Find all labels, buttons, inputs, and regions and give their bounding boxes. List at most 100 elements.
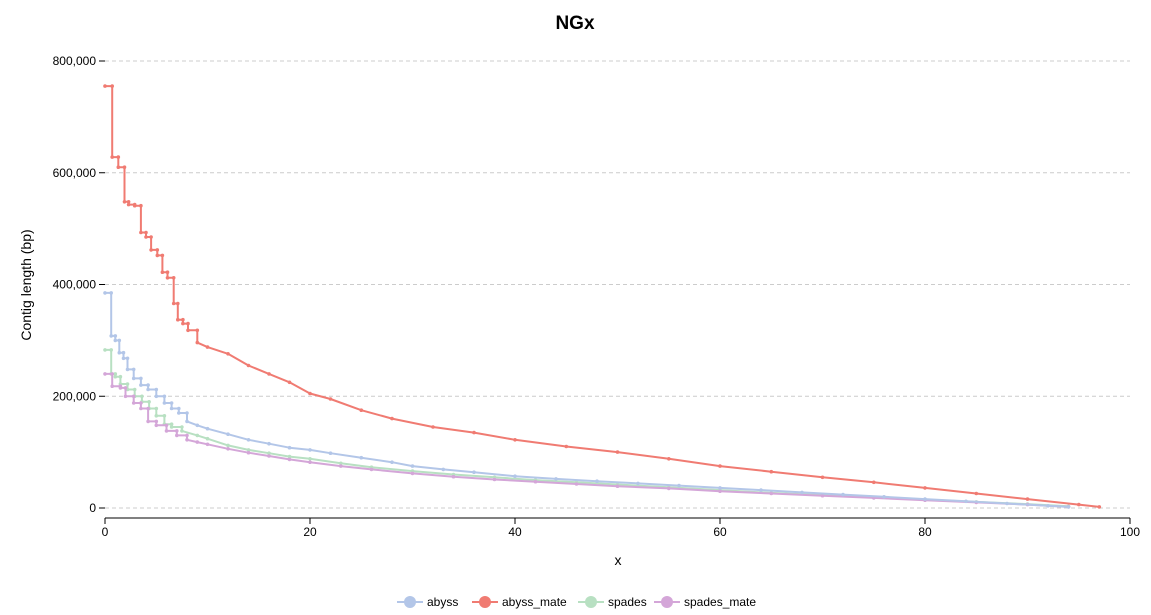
data-point-abyss bbox=[246, 438, 251, 442]
data-point-spades bbox=[109, 348, 113, 352]
data-point-spades_mate bbox=[205, 442, 210, 447]
data-point-abyss_mate bbox=[186, 321, 190, 326]
data-point-abyss_mate bbox=[144, 230, 148, 235]
data-point-spades_mate bbox=[164, 423, 169, 428]
data-point-abyss bbox=[169, 401, 174, 405]
data-point-spades_mate bbox=[718, 489, 722, 494]
x-tick-label: 40 bbox=[508, 525, 522, 539]
data-point-abyss bbox=[1046, 504, 1050, 508]
data-point-spades_mate bbox=[492, 477, 497, 482]
data-point-abyss bbox=[103, 291, 107, 295]
data-point-spades_mate bbox=[131, 394, 136, 399]
data-point-spades bbox=[180, 429, 184, 433]
data-point-abyss_mate bbox=[267, 372, 271, 376]
data-point-abyss_mate bbox=[195, 340, 200, 345]
data-point-spades bbox=[113, 374, 118, 379]
data-point-spades_mate bbox=[185, 433, 189, 438]
legend-item-abyss[interactable]: abyss bbox=[397, 595, 458, 609]
data-point-spades bbox=[125, 382, 130, 386]
legend-label: spades bbox=[608, 595, 647, 609]
data-point-abyss_mate bbox=[513, 438, 517, 442]
y-axis-ticks: 0 200,000 400,000 600,000 800,000 bbox=[53, 54, 105, 515]
data-point-abyss bbox=[841, 492, 845, 497]
data-point-spades_mate bbox=[146, 419, 150, 424]
data-point-spades bbox=[180, 425, 184, 429]
data-point-abyss bbox=[185, 419, 189, 424]
data-point-abyss bbox=[308, 448, 312, 452]
series-line-abyss_mate bbox=[105, 85, 1100, 508]
data-point-abyss_mate bbox=[116, 155, 121, 159]
data-point-abyss bbox=[287, 445, 292, 450]
data-point-spades bbox=[287, 454, 292, 459]
data-point-spades bbox=[226, 443, 230, 448]
data-point-abyss_mate bbox=[139, 203, 143, 208]
data-point-abyss_mate bbox=[431, 425, 435, 429]
y-tick-label: 800,000 bbox=[53, 54, 97, 68]
x-tick-label: 0 bbox=[102, 525, 109, 539]
data-point-abyss bbox=[554, 477, 558, 481]
data-point-spades_mate bbox=[533, 479, 538, 484]
data-point-abyss_mate bbox=[160, 253, 165, 258]
data-point-spades bbox=[205, 436, 210, 441]
data-point-spades_mate bbox=[369, 467, 374, 472]
data-point-spades_mate bbox=[123, 394, 128, 399]
series-spades_mate bbox=[103, 372, 1071, 509]
data-point-abyss bbox=[964, 499, 968, 504]
data-point-spades bbox=[154, 406, 159, 411]
data-point-spades_mate bbox=[339, 464, 343, 468]
data-point-abyss bbox=[121, 356, 126, 361]
data-point-abyss bbox=[113, 338, 118, 343]
data-point-abyss bbox=[882, 495, 886, 499]
data-point-spades bbox=[140, 394, 144, 399]
data-point-abyss bbox=[267, 441, 271, 446]
legend-swatch-marker bbox=[661, 596, 673, 608]
legend: abyss abyss_mate spades spades_mate bbox=[397, 595, 756, 609]
data-point-abyss_mate bbox=[328, 397, 333, 401]
data-point-abyss bbox=[117, 350, 122, 355]
legend-item-abyss_mate[interactable]: abyss_mate bbox=[472, 595, 567, 609]
data-point-abyss_mate bbox=[820, 475, 825, 480]
data-point-abyss_mate bbox=[1077, 502, 1081, 507]
data-point-abyss bbox=[169, 406, 174, 411]
data-point-abyss bbox=[513, 474, 517, 479]
legend-item-spades_mate[interactable]: spades_mate bbox=[654, 595, 756, 609]
data-point-abyss bbox=[800, 490, 804, 495]
data-point-abyss_mate bbox=[116, 165, 121, 169]
x-tick-label: 60 bbox=[713, 525, 727, 539]
data-point-spades bbox=[154, 414, 159, 418]
data-point-spades_mate bbox=[451, 474, 456, 479]
legend-label: abyss_mate bbox=[502, 595, 567, 609]
data-point-spades_mate bbox=[287, 457, 292, 462]
data-point-spades_mate bbox=[139, 401, 143, 405]
data-point-spades_mate bbox=[410, 471, 415, 476]
data-point-abyss bbox=[472, 470, 476, 475]
data-point-abyss bbox=[328, 451, 333, 456]
data-point-abyss bbox=[113, 334, 118, 338]
data-point-abyss bbox=[923, 497, 927, 501]
data-point-spades_mate bbox=[175, 429, 179, 433]
data-point-abyss bbox=[226, 432, 230, 437]
data-point-spades_mate bbox=[131, 401, 136, 405]
legend-swatch-marker bbox=[585, 596, 597, 608]
data-point-spades_mate bbox=[164, 429, 169, 433]
data-point-abyss_mate bbox=[564, 444, 569, 449]
series-abyss bbox=[103, 291, 1071, 509]
data-point-spades bbox=[147, 400, 151, 404]
data-point-abyss_mate bbox=[155, 253, 160, 258]
data-point-spades bbox=[162, 414, 167, 418]
data-point-abyss_mate bbox=[171, 276, 176, 280]
data-point-spades bbox=[169, 422, 174, 427]
data-point-abyss bbox=[117, 338, 122, 343]
data-point-abyss bbox=[718, 486, 722, 490]
legend-item-spades[interactable]: spades bbox=[578, 595, 647, 609]
x-tick-label: 100 bbox=[1120, 525, 1140, 539]
series-layer bbox=[103, 84, 1102, 509]
data-point-spades_mate bbox=[110, 372, 114, 376]
x-tick-label: 80 bbox=[918, 525, 932, 539]
series-line-abyss bbox=[105, 291, 1069, 508]
data-point-abyss_mate bbox=[186, 328, 190, 333]
y-tick-label: 400,000 bbox=[53, 278, 97, 292]
data-point-abyss_mate bbox=[667, 457, 671, 461]
data-point-abyss_mate bbox=[472, 430, 476, 435]
data-point-spades bbox=[308, 457, 312, 461]
